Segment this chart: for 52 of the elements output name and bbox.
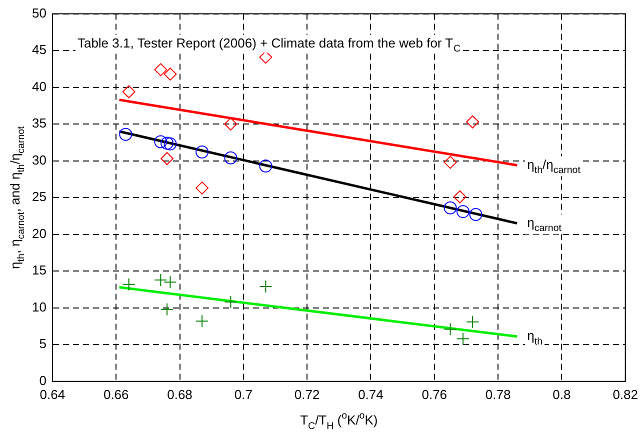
point [259, 280, 272, 294]
point [196, 146, 209, 159]
y-tick-label: 35 [32, 116, 46, 131]
point [196, 314, 209, 328]
point [160, 302, 174, 316]
x-tick-label: 0.8 [552, 386, 571, 402]
y-tick-label: 10 [32, 299, 46, 314]
point [259, 159, 272, 172]
x-tick-label: 0.68 [167, 386, 192, 402]
point [444, 322, 457, 336]
point [456, 205, 470, 218]
y-tick-label: 40 [32, 78, 46, 94]
x-tick-label: 0.82 [612, 386, 638, 402]
point [224, 118, 238, 131]
point [453, 190, 466, 204]
point [119, 128, 132, 141]
y-tick-label: 0 [39, 372, 46, 388]
point [122, 85, 136, 98]
y-tick-label: 45 [32, 42, 46, 58]
point [154, 63, 168, 76]
point [466, 315, 480, 328]
x-tick-label: 0.7 [234, 386, 252, 402]
x-tick-label: 0.74 [358, 386, 384, 402]
x-tick-label: 0.72 [294, 386, 320, 402]
point [224, 151, 238, 164]
x-tick-label: 0.64 [40, 386, 66, 402]
x-tick-label: 0.66 [103, 386, 129, 402]
point [224, 296, 238, 308]
point [154, 135, 168, 148]
point [196, 182, 209, 195]
point [164, 276, 177, 289]
y-axis-title: ηth, ηcarnot, and ηth/ηcarnot [8, 126, 27, 269]
y-tick-label: 20 [32, 226, 46, 241]
point [469, 208, 482, 222]
point [259, 50, 272, 64]
point [456, 332, 470, 346]
point [122, 278, 136, 291]
point [444, 156, 457, 169]
point [154, 273, 168, 286]
y-tick-label: 30 [32, 152, 46, 168]
point [164, 137, 177, 150]
point [160, 136, 174, 150]
y-tick-label: 15 [32, 262, 46, 278]
point [160, 152, 174, 166]
x-tick-label: 0.76 [422, 386, 448, 402]
point [466, 115, 480, 128]
y-tick-label: 25 [32, 189, 46, 204]
point [164, 68, 177, 81]
point [444, 201, 457, 214]
y-tick-label: 5 [39, 336, 46, 352]
y-tick-label: 50 [32, 5, 46, 20]
x-tick-label: 0.78 [485, 386, 511, 402]
